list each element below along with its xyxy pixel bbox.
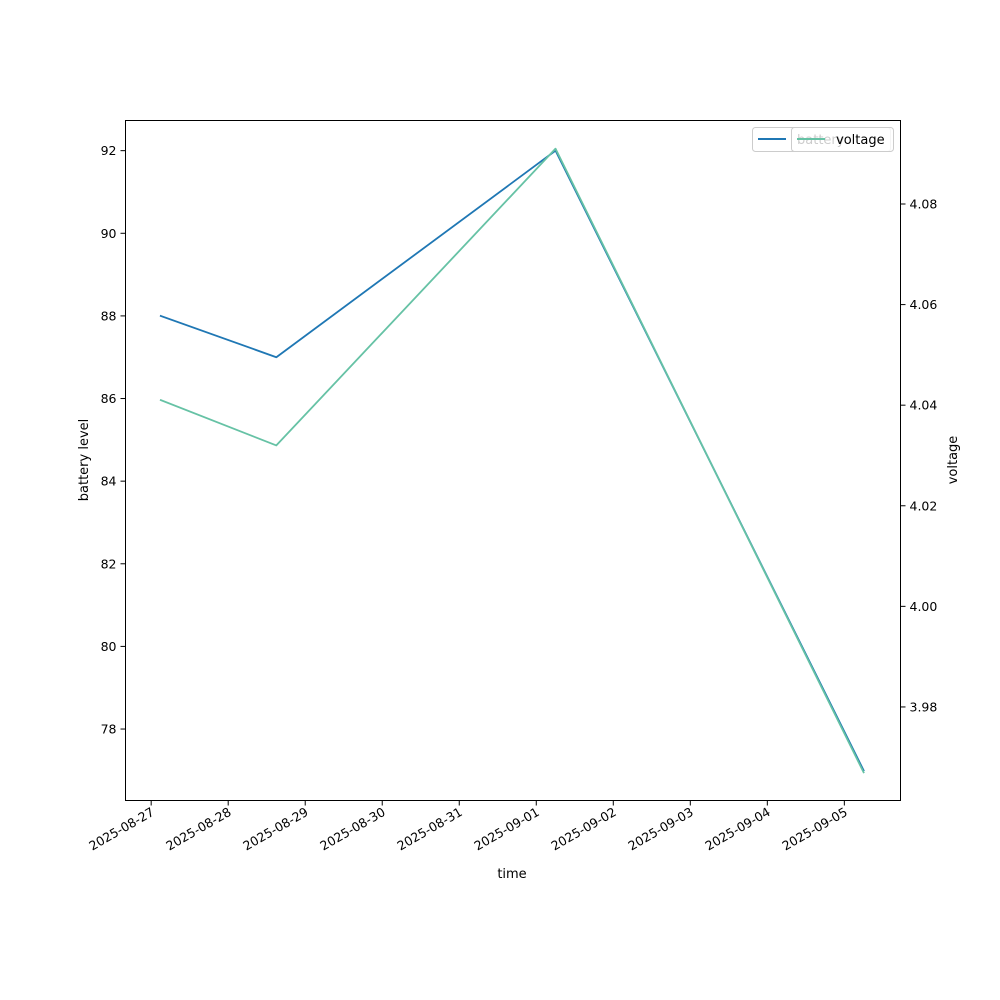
right-tick-label: 4.06 (910, 297, 938, 312)
left-tick-label: 84 (101, 474, 117, 489)
legend-voltage: voltage (791, 127, 894, 152)
left-y-axis: 78 80 82 84 86 88 90 92 (101, 143, 126, 737)
left-tick-label: 88 (101, 308, 117, 323)
right-tick-label: 4.02 (910, 498, 938, 513)
right-tick-label: 4.08 (910, 196, 938, 211)
left-tick-label: 80 (101, 639, 117, 654)
x-axis-title: time (497, 867, 526, 882)
legend-voltage-label: voltage (836, 133, 885, 148)
plot-area (125, 120, 901, 801)
series-line-voltage (159, 147, 865, 774)
left-tick-label: 86 (101, 391, 117, 406)
right-y-axis: 3.98 4.00 4.02 4.04 4.06 4.08 (900, 196, 938, 714)
left-tick-label: 82 (101, 556, 117, 571)
legend-voltage-box (791, 127, 894, 152)
plot-frame (125, 120, 901, 801)
right-tick-label: 4.00 (910, 599, 938, 614)
left-tick-label: 78 (101, 722, 117, 737)
left-axis-title: battery level (77, 419, 92, 502)
left-tick-label: 92 (101, 143, 117, 158)
right-tick-label: 3.98 (910, 699, 938, 714)
series-layer (159, 147, 865, 774)
right-tick-label: 4.04 (910, 398, 938, 413)
right-axis-title: voltage (946, 436, 961, 485)
left-tick-label: 90 (101, 226, 117, 241)
